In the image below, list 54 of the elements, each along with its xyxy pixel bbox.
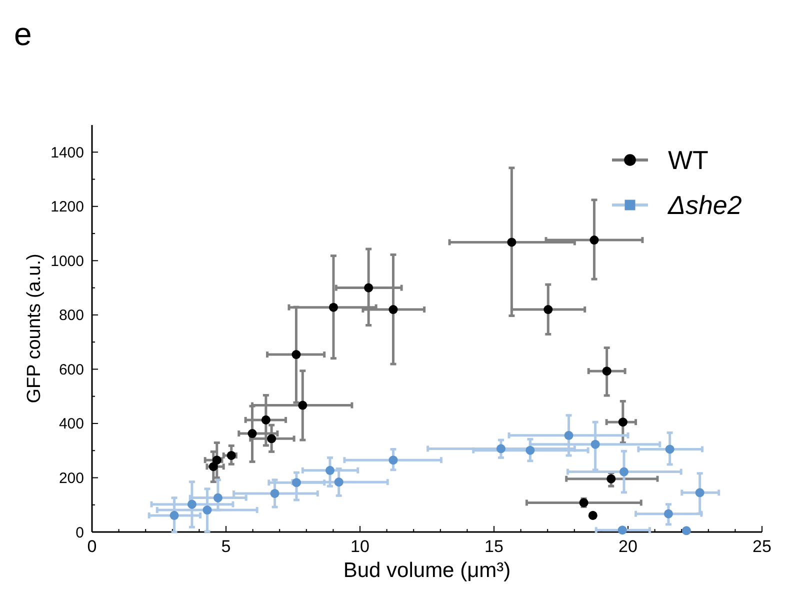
point bbox=[590, 236, 599, 245]
point bbox=[334, 478, 344, 487]
point bbox=[270, 488, 280, 498]
point bbox=[267, 434, 276, 444]
y-tick-label: 200 bbox=[58, 470, 84, 487]
point bbox=[564, 430, 574, 440]
x-tick-label: 15 bbox=[484, 537, 504, 556]
point bbox=[544, 305, 553, 314]
point bbox=[590, 440, 600, 449]
point bbox=[388, 456, 398, 465]
x-tick-label: 5 bbox=[221, 537, 231, 556]
y-tick-label: 400 bbox=[58, 416, 84, 433]
legend-label: WT bbox=[668, 145, 709, 176]
point bbox=[665, 444, 674, 454]
chart-title: e bbox=[14, 16, 32, 52]
y-tick-label: 600 bbox=[58, 361, 84, 378]
point bbox=[526, 446, 535, 455]
point bbox=[261, 415, 270, 424]
point bbox=[298, 400, 308, 410]
point bbox=[187, 500, 196, 509]
point bbox=[682, 526, 691, 536]
x-tick-label: 10 bbox=[350, 537, 370, 556]
point bbox=[618, 418, 628, 427]
point bbox=[695, 488, 704, 498]
point bbox=[328, 302, 338, 312]
point bbox=[208, 462, 218, 472]
x-tick-label: 0 bbox=[87, 537, 97, 556]
point bbox=[202, 506, 212, 515]
y-tick-label: 0 bbox=[76, 524, 84, 542]
point bbox=[664, 509, 673, 518]
point bbox=[292, 350, 301, 360]
x-axis-title: Bud volume (μm³) bbox=[343, 559, 511, 582]
point bbox=[588, 510, 598, 520]
y-axis-title: GFP counts (a.u.) bbox=[24, 254, 45, 404]
point bbox=[618, 526, 627, 535]
point bbox=[170, 510, 179, 520]
point bbox=[602, 366, 612, 376]
point bbox=[388, 305, 398, 314]
point bbox=[496, 444, 506, 454]
legend-label: Δshe2 bbox=[667, 190, 742, 220]
point bbox=[507, 238, 516, 247]
y-tick-label: 800 bbox=[58, 307, 84, 324]
y-tick-label: 1400 bbox=[50, 144, 84, 162]
point bbox=[325, 466, 334, 475]
point bbox=[606, 474, 616, 484]
x-tick-label: 25 bbox=[752, 537, 772, 556]
x-tick-label: 20 bbox=[618, 537, 638, 556]
point bbox=[226, 450, 236, 460]
point bbox=[364, 283, 374, 292]
point bbox=[213, 493, 222, 502]
point bbox=[619, 467, 628, 476]
y-tick-label: 1200 bbox=[50, 198, 84, 216]
y-tick-label: 1000 bbox=[50, 252, 84, 270]
point bbox=[248, 429, 257, 438]
